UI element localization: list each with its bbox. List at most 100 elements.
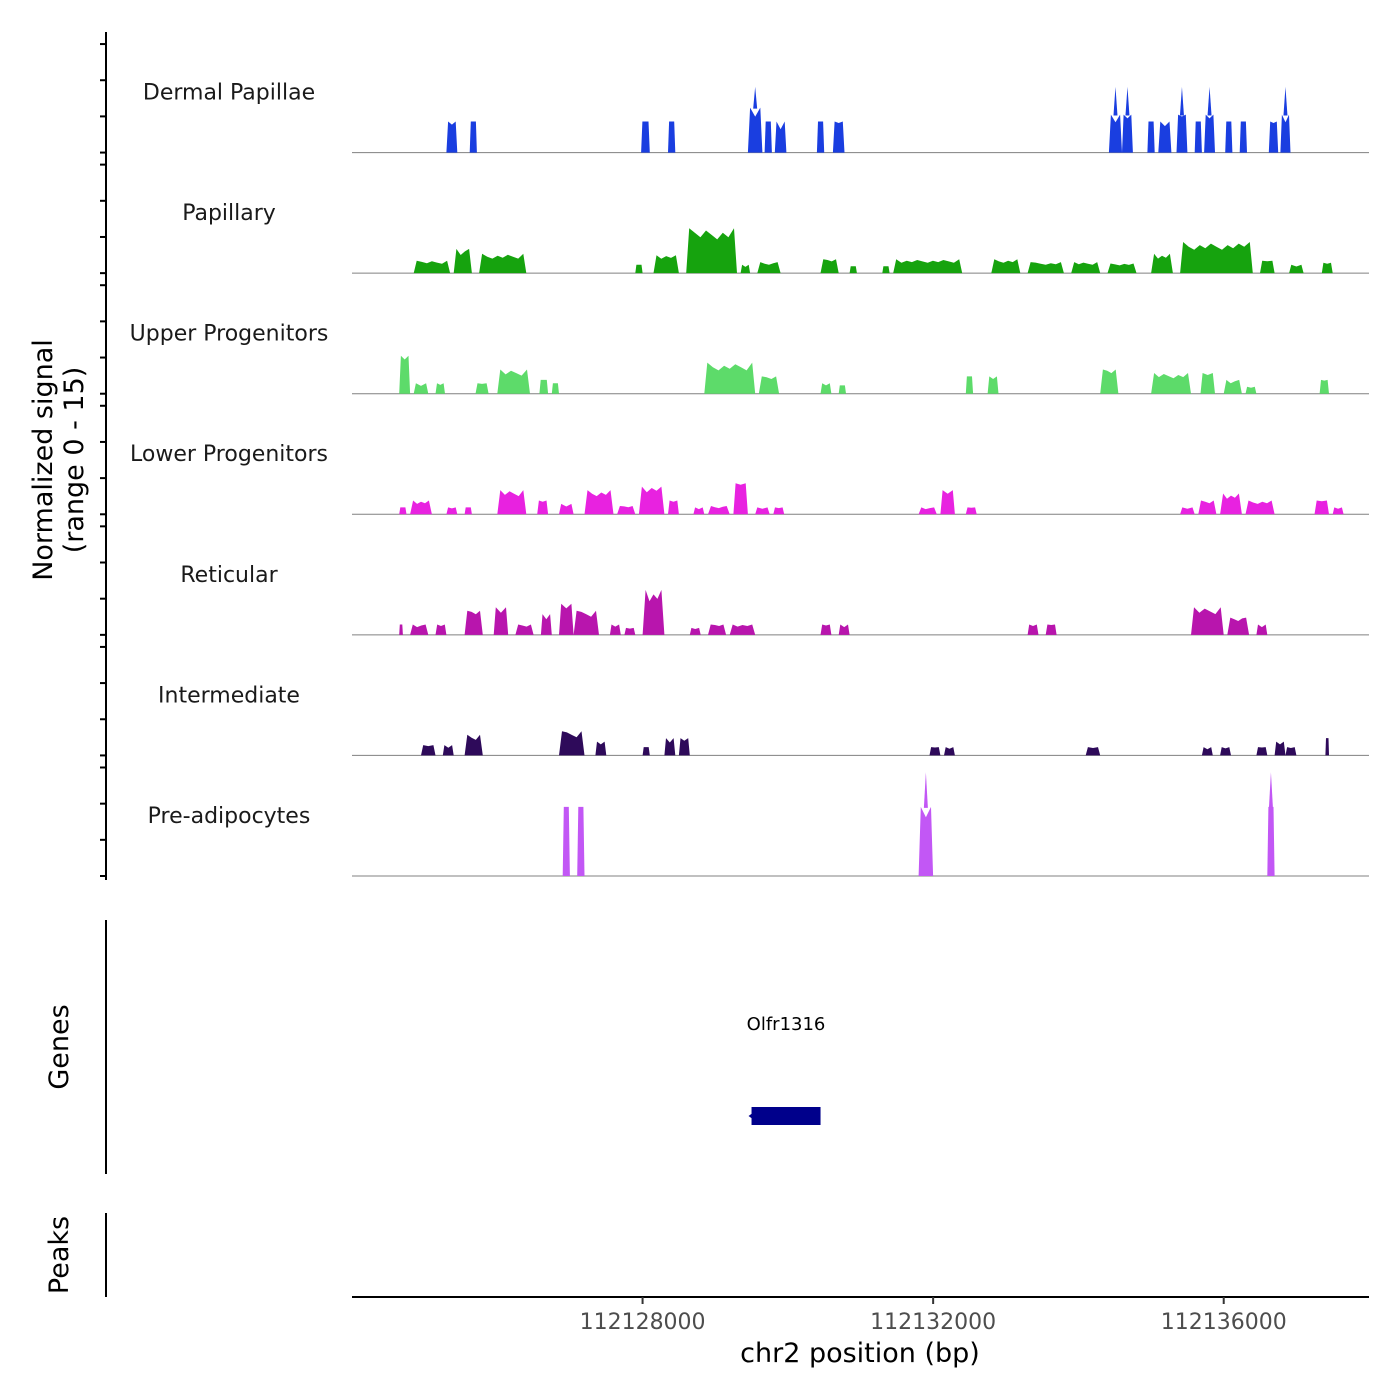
coverage-region bbox=[442, 745, 454, 756]
track-intermediate: Intermediate bbox=[158, 683, 1369, 756]
coverage-region bbox=[410, 624, 429, 635]
coverage-region bbox=[918, 507, 937, 515]
coverage-peak-spike bbox=[1207, 86, 1212, 116]
coverage-region bbox=[1180, 242, 1253, 274]
x-axis-label: chr2 position (bp) bbox=[740, 1338, 980, 1369]
coverage-region bbox=[653, 255, 679, 274]
coverage-region bbox=[668, 500, 679, 515]
coverage-region bbox=[1180, 507, 1195, 515]
coverage-peak-spike bbox=[1113, 86, 1118, 116]
coverage-region bbox=[1239, 121, 1247, 153]
coverage-region bbox=[1176, 114, 1188, 153]
coverage-peak-spike bbox=[1283, 86, 1288, 116]
coverage-region bbox=[464, 507, 472, 515]
coverage-region bbox=[559, 731, 585, 756]
track-label: Dermal Papillae bbox=[143, 81, 315, 106]
x-tick-label: 112132000 bbox=[870, 1310, 996, 1335]
track-pre-adipocytes: Pre-adipocytes bbox=[148, 772, 1369, 877]
gene-annotations: Olfr1316 bbox=[747, 1014, 825, 1125]
coverage-region bbox=[816, 121, 825, 153]
coverage-region bbox=[1151, 253, 1173, 274]
coverage-region bbox=[940, 490, 955, 515]
coverage-region bbox=[469, 121, 477, 153]
coverage-region bbox=[446, 121, 458, 153]
coverage-region bbox=[413, 260, 451, 274]
coverage-region bbox=[559, 503, 574, 515]
coverage-region bbox=[497, 490, 527, 515]
coverage-region bbox=[577, 806, 585, 876]
coverage-region bbox=[399, 507, 407, 515]
coverage-region bbox=[1027, 262, 1064, 274]
coverage-region bbox=[641, 121, 650, 153]
coverage-region bbox=[1321, 262, 1333, 274]
coverage-region bbox=[686, 228, 737, 274]
coverage-region bbox=[617, 506, 636, 515]
coverage-region bbox=[635, 264, 643, 274]
coverage-region bbox=[882, 266, 890, 274]
coverage-peak-spike bbox=[1125, 86, 1130, 116]
coverage-region bbox=[1285, 747, 1297, 756]
coverage-region bbox=[453, 248, 472, 274]
coverage-region bbox=[991, 259, 1021, 274]
coverage-region bbox=[832, 121, 845, 153]
coverage-region bbox=[1085, 747, 1101, 756]
x-tick-label: 112136000 bbox=[1161, 1310, 1287, 1335]
coverage-region bbox=[1280, 114, 1291, 153]
coverage-region bbox=[1223, 379, 1242, 394]
coverage-region bbox=[642, 747, 650, 756]
coverage-region bbox=[638, 486, 665, 515]
coverage-region bbox=[820, 259, 839, 274]
coverage-tracks: Dermal Papillae Papillary Upper Progenitor… bbox=[130, 81, 1369, 877]
coverage-region bbox=[1289, 264, 1304, 274]
coverage-region bbox=[1268, 121, 1279, 153]
coverage-peak-spike bbox=[1179, 86, 1184, 116]
coverage-region bbox=[1198, 500, 1217, 515]
coverage-region bbox=[475, 383, 489, 394]
coverage-region bbox=[820, 624, 832, 635]
gene-strand-arrow bbox=[748, 1111, 756, 1121]
coverage-region bbox=[1245, 386, 1257, 394]
coverage-region bbox=[497, 369, 530, 394]
coverage-region bbox=[764, 121, 772, 153]
coverage-region bbox=[758, 376, 780, 394]
coverage-region bbox=[747, 107, 763, 153]
coverage-region bbox=[708, 624, 727, 635]
coverage-region bbox=[551, 383, 559, 394]
coverage-region bbox=[413, 383, 429, 394]
x-tick-label: 112128000 bbox=[580, 1310, 706, 1335]
coverage-region bbox=[559, 603, 574, 635]
coverage-region bbox=[399, 355, 411, 394]
coverage-region bbox=[838, 624, 850, 635]
coverage-peak-spike bbox=[923, 772, 928, 808]
coverage-region bbox=[965, 376, 974, 394]
peaks-panel-label: Peaks bbox=[44, 1216, 75, 1294]
coverage-region bbox=[757, 262, 781, 274]
coverage-region bbox=[1220, 747, 1231, 756]
coverage-region bbox=[820, 383, 832, 394]
coverage-region bbox=[1108, 114, 1122, 153]
track-label: Lower Progenitors bbox=[130, 442, 328, 467]
coverage-region bbox=[1194, 121, 1202, 153]
coverage-region bbox=[849, 266, 857, 274]
coverage-region bbox=[678, 738, 690, 756]
x-axis-ticks: 112128000 112132000 112136000 bbox=[580, 1297, 1287, 1335]
coverage-region bbox=[435, 383, 445, 394]
gene-body bbox=[751, 1107, 821, 1125]
coverage-region bbox=[1256, 624, 1268, 635]
coverage-peak-spike bbox=[753, 86, 758, 109]
track-lower-progenitors: Lower Progenitors bbox=[130, 442, 1369, 515]
coverage-region bbox=[755, 507, 770, 515]
coverage-region bbox=[609, 624, 621, 635]
coverage-region bbox=[1122, 114, 1133, 153]
coverage-ylabel-line1: Normalized signal bbox=[28, 339, 59, 581]
coverage-y-axis-ticks bbox=[100, 43, 106, 877]
coverage-peak-spike bbox=[1268, 772, 1273, 808]
coverage-region bbox=[584, 490, 614, 515]
coverage-region bbox=[435, 624, 447, 635]
coverage-region bbox=[537, 500, 549, 515]
coverage-region bbox=[595, 741, 607, 756]
coverage-region bbox=[624, 627, 636, 635]
track-dermal-papillae: Dermal Papillae bbox=[143, 81, 1369, 154]
coverage-region bbox=[1225, 121, 1233, 153]
coverage-region bbox=[987, 376, 999, 394]
